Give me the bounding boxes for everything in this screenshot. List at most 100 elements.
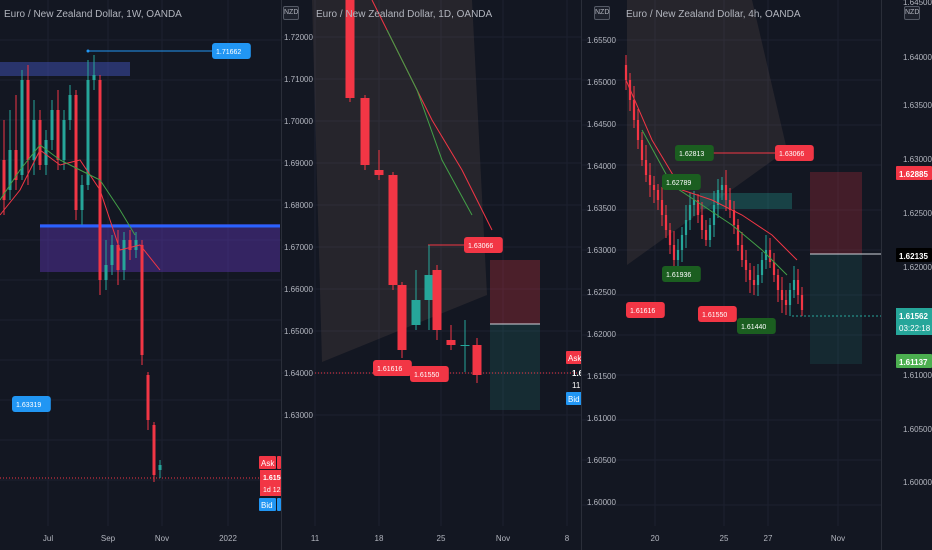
price-scale-tick: 1.62500 (587, 288, 616, 297)
h4-candle (716, 190, 720, 205)
level-label-text: 1.63066 (779, 151, 804, 158)
level-label[interactable]: 1.62789 (662, 174, 701, 190)
h4-candle (780, 290, 784, 300)
level-label-text: 1.61550 (702, 312, 727, 319)
h4-candle (736, 225, 740, 245)
price-scale-tick: 1.61000 (587, 414, 616, 423)
h4-candle (776, 275, 780, 290)
level-label[interactable]: 1.61936 (662, 266, 701, 282)
level-label[interactable]: 1.63066 (464, 237, 503, 253)
chart-panel-right-scale[interactable]: 1.64500 1.64000 1.63500 1.63000 1.62500 1.620… (882, 0, 932, 550)
h4-candle (636, 120, 640, 140)
level-label-bg (662, 174, 701, 190)
right-chart-canvas[interactable]: 1.64500 1.64000 1.63500 1.63000 1.62500 1.620… (882, 0, 932, 550)
h4-candle (708, 225, 712, 240)
level-label[interactable]: 1.63066 (775, 145, 814, 161)
reward-zone (810, 254, 862, 364)
currency-badge[interactable]: NZD (594, 6, 610, 20)
daily-chart-canvas[interactable]: 1.72000 1.71000 1.70000 1.69000 1.68000 1.670… (282, 0, 582, 550)
h4-chart-canvas[interactable]: 1.65500 1.65000 1.64500 1.64000 1.63500 1.630… (582, 0, 882, 550)
level-label-bg (212, 43, 251, 59)
level-label-text: 1.61550 (414, 372, 439, 379)
time-axis-tick: Sep (101, 534, 116, 543)
h4-candle (784, 300, 788, 305)
h4-candle (668, 230, 672, 245)
price-scale-tick: 1.63000 (587, 246, 616, 255)
level-label[interactable]: 1.71662 (212, 43, 251, 59)
shaded-channel (627, 0, 787, 265)
chart-panel-weekly[interactable]: 1.71662 1.63319 Ask Bid Jul Sep Nov 2022 1.61562… (0, 0, 282, 550)
price-scale-tick: 1.65000 (587, 78, 616, 87)
h4-candle (652, 185, 656, 190)
time-axis-tick: 27 (764, 534, 773, 543)
price-label-entry: 1.62135 (896, 248, 932, 262)
time-axis-tick: Nov (496, 534, 510, 543)
h4-candle (700, 215, 704, 230)
price-scale-tick: 1.64000 (587, 162, 616, 171)
reward-zone (490, 324, 540, 410)
level-label[interactable]: 1.62813 (675, 145, 714, 161)
level-label-text: 1.63319 (16, 402, 41, 409)
h4-candle (724, 185, 728, 200)
price-scale-tick: 1.64000 (903, 53, 932, 62)
weekly-candle (8, 150, 12, 190)
level-label[interactable]: 1.61616 (373, 360, 412, 376)
last-price-value: 1.61562 (899, 312, 928, 321)
currency-badge[interactable]: NZD (283, 6, 299, 20)
daily-candle (472, 345, 482, 375)
level-label-text: 1.63066 (468, 243, 493, 250)
h4-candle (672, 245, 676, 260)
time-axis-tick: Nov (155, 534, 169, 543)
weekly-candle (92, 75, 96, 80)
chart-panel-4h[interactable]: 1.65500 1.65000 1.64500 1.64000 1.63500 1.630… (582, 0, 882, 550)
ask-label-tag: Ask (568, 354, 582, 363)
level-label-bg (662, 266, 701, 282)
price-scale-tick: 1.66000 (284, 285, 313, 294)
time-axis-tick: 20 (651, 534, 660, 543)
h4-candle (756, 275, 760, 285)
time-axis-tick: 11 (311, 534, 320, 543)
chart-panel-daily[interactable]: 1.72000 1.71000 1.70000 1.69000 1.68000 1.670… (282, 0, 582, 550)
level-label-bg (675, 145, 714, 161)
h4-candle (732, 210, 736, 225)
price-label-entry-bg (896, 248, 932, 262)
weekly-chart-canvas[interactable]: 1.71662 1.63319 Ask Bid Jul Sep Nov 2022 1.61562… (0, 0, 282, 550)
currency-badge[interactable]: NZD (904, 6, 920, 20)
h4-candle (644, 160, 648, 175)
level-label[interactable]: 1.61440 (737, 318, 776, 334)
level-label[interactable]: 1.61550 (698, 306, 737, 322)
price-label-stop-bg (896, 354, 932, 368)
level-label-text: 1.61616 (377, 366, 402, 373)
ask-label: Ask (259, 456, 281, 469)
panel-divider[interactable] (281, 0, 282, 550)
price-scale-tick: 1.63500 (903, 101, 932, 110)
panel-divider[interactable] (881, 0, 882, 550)
h4-candle (712, 205, 716, 225)
panel-divider[interactable] (581, 0, 582, 550)
h4-candle (764, 250, 768, 260)
daily-candle (424, 275, 434, 300)
price-scale-tick: 1.71000 (284, 75, 313, 84)
level-label[interactable]: 1.61616 (626, 302, 665, 318)
price-label-target-value: 1.62885 (899, 170, 928, 179)
daily-candle (360, 98, 370, 165)
level-label[interactable]: 1.61550 (410, 366, 449, 382)
time-axis-tick: Nov (831, 534, 845, 543)
price-scale-tick: 1.69000 (284, 159, 313, 168)
daily-candle (374, 170, 384, 175)
price-scale-tick: 1.60500 (903, 425, 932, 434)
time-axis-tick: 25 (720, 534, 729, 543)
price-scale-tick: 1.72000 (284, 33, 313, 42)
weekly-candle (134, 240, 138, 250)
h4-candle (624, 65, 628, 80)
h4-candle (676, 250, 680, 260)
high-marker-dot (86, 49, 90, 53)
time-axis-tick: 2022 (219, 534, 237, 543)
h4-candle (740, 245, 744, 260)
level-label[interactable]: 1.63319 (12, 396, 51, 412)
level-label-text: 1.62789 (666, 180, 691, 187)
time-axis-tick: Jul (43, 534, 53, 543)
ask-label-tag: Ask (261, 459, 275, 468)
h4-candle (632, 100, 636, 120)
